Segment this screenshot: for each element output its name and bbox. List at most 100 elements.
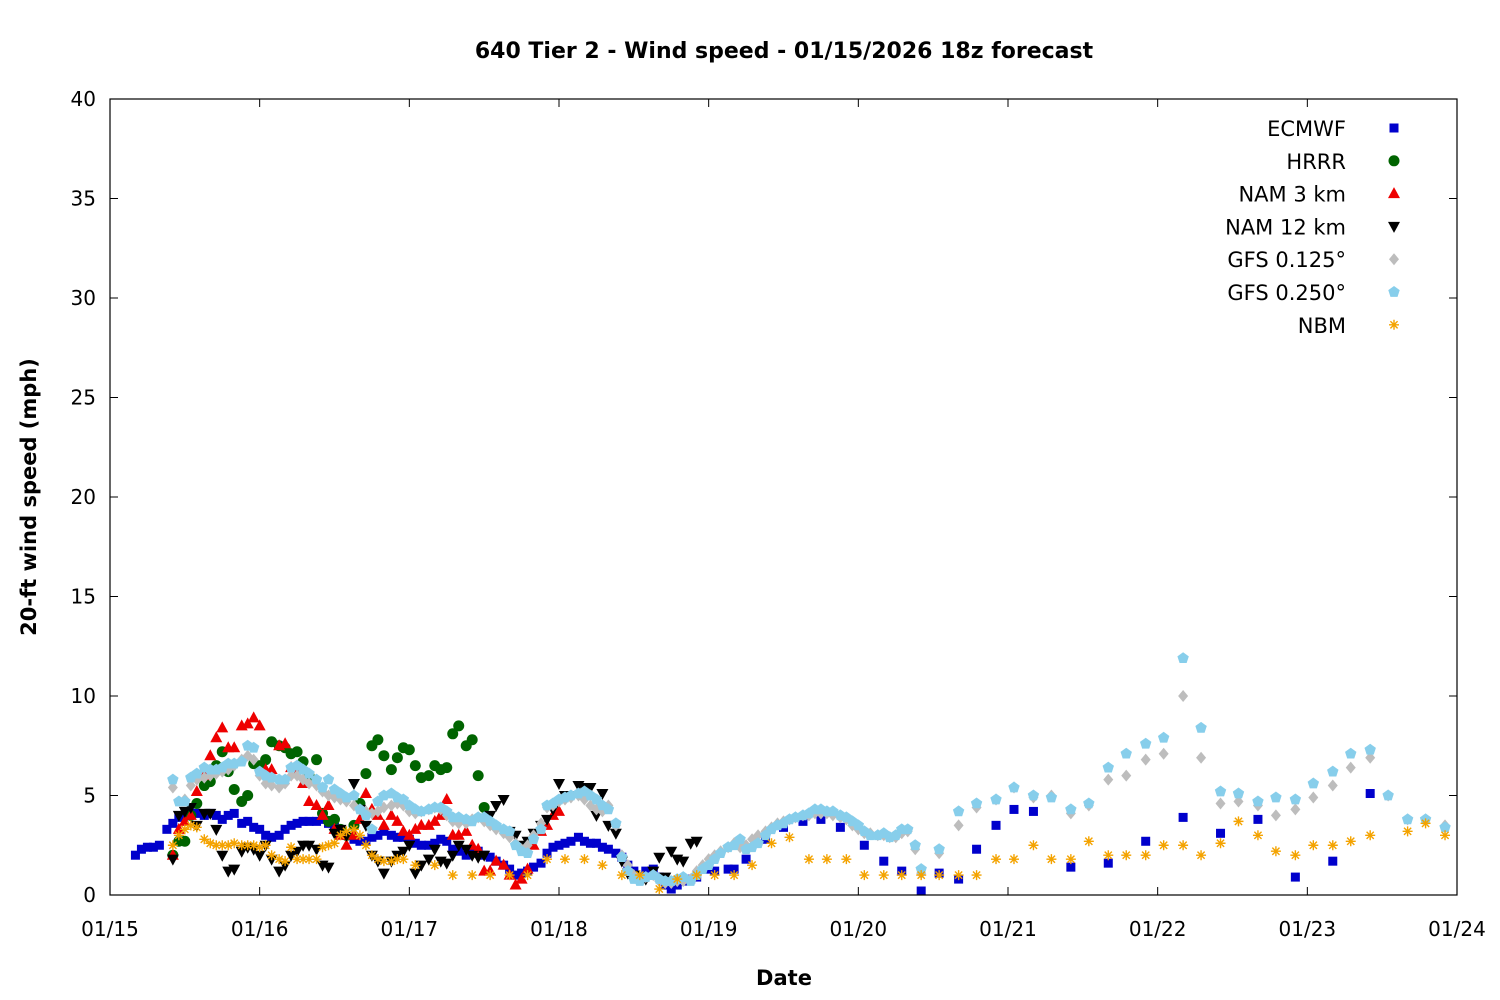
- y-tick-label: 35: [71, 187, 96, 211]
- point-gfs-0-250: [1177, 652, 1189, 664]
- point-nam-12-km: [253, 850, 266, 862]
- point-gfs-0-250: [527, 833, 540, 845]
- point-ecmwf: [217, 814, 227, 824]
- point-nam-12-km: [210, 824, 223, 836]
- point-nam-3-km: [265, 763, 278, 775]
- point-ecmwf: [879, 856, 889, 866]
- point-nam-12-km: [690, 836, 703, 848]
- x-tick-label: 01/21: [979, 917, 1037, 941]
- point-ecmwf: [168, 818, 178, 828]
- point-gfs-0-250: [322, 773, 335, 785]
- point-nbm: [1103, 850, 1114, 861]
- point-nbm: [1270, 846, 1281, 857]
- point-nam-12-km: [172, 810, 185, 822]
- legend-marker-nam-12-km: [1388, 221, 1400, 233]
- point-hrrr: [385, 764, 397, 776]
- point-nbm: [280, 856, 291, 867]
- point-nam-3-km: [409, 822, 422, 834]
- point-nam-12-km: [415, 860, 428, 872]
- point-nam-3-km: [310, 798, 323, 810]
- legend: ECMWF HRRR NAM 3 km NAM 12 km GFS 0.125° GFS …: [1225, 117, 1400, 338]
- point-gfs-0-125: [185, 779, 196, 792]
- point-nbm: [229, 838, 240, 849]
- point-nbm: [522, 870, 533, 881]
- point-gfs-0-125: [1365, 751, 1376, 764]
- point-nbm: [1046, 854, 1057, 865]
- point-hrrr: [472, 770, 484, 782]
- point-ecmwf: [529, 862, 539, 872]
- point-ecmwf: [298, 816, 308, 826]
- point-ecmwf: [611, 848, 621, 858]
- point-gfs-0-250: [909, 839, 921, 851]
- point-gfs-0-250: [1252, 795, 1264, 807]
- point-nam-3-km: [316, 808, 329, 820]
- point-nbm: [304, 854, 315, 865]
- point-gfs-0-250: [310, 773, 323, 785]
- point-nam-12-km: [377, 868, 390, 880]
- point-nbm: [360, 840, 371, 851]
- point-nbm: [410, 860, 421, 871]
- point-gfs-0-250: [1382, 789, 1394, 801]
- point-nam-12-km: [216, 850, 229, 862]
- point-ecmwf: [436, 834, 446, 844]
- point-gfs-0-250: [952, 805, 965, 817]
- point-nbm: [298, 854, 309, 865]
- point-gfs-0-250: [366, 823, 378, 835]
- point-ecmwf: [430, 838, 440, 848]
- point-nam-12-km: [422, 854, 435, 866]
- y-tick-label: 15: [71, 585, 96, 609]
- point-gfs-0-250: [933, 843, 945, 855]
- point-gfs-0-250: [714, 847, 727, 859]
- point-nam-12-km: [235, 846, 248, 858]
- point-nam-3-km: [340, 838, 353, 850]
- point-ecmwf: [859, 840, 869, 850]
- point-gfs-0-250: [348, 789, 360, 801]
- point-nbm: [1440, 830, 1451, 841]
- point-ecmwf: [1009, 804, 1019, 814]
- point-gfs-0-250: [503, 825, 516, 837]
- point-nbm: [916, 870, 927, 881]
- point-nam-12-km: [428, 844, 441, 856]
- point-hrrr: [423, 770, 435, 782]
- point-gfs-0-250: [1345, 747, 1357, 759]
- point-gfs-0-250: [279, 773, 291, 785]
- point-nbm: [317, 842, 328, 853]
- point-nbm: [971, 870, 982, 881]
- point-gfs-0-125: [1215, 797, 1226, 810]
- point-nbm: [691, 870, 702, 881]
- point-ecmwf: [1290, 872, 1300, 882]
- data-points: [130, 652, 1451, 896]
- point-ecmwf: [1103, 858, 1113, 868]
- x-tick-label: 01/24: [1428, 917, 1486, 941]
- x-tick-label: 01/20: [830, 917, 888, 941]
- y-tick-label: 25: [71, 386, 96, 410]
- point-gfs-0-125: [1327, 779, 1338, 792]
- point-nbm: [329, 838, 340, 849]
- legend-label-gfs-0-125: GFS 0.125°: [1227, 248, 1346, 272]
- point-hrrr: [360, 768, 372, 780]
- point-ecmwf: [591, 838, 601, 848]
- point-gfs-0-250: [1102, 761, 1114, 773]
- point-nbm: [654, 884, 665, 895]
- point-nam-12-km: [596, 789, 609, 801]
- point-nbm: [766, 838, 777, 849]
- point-ecmwf: [548, 842, 558, 852]
- point-ecmwf: [723, 864, 733, 874]
- y-tick-label: 30: [71, 286, 96, 310]
- point-nbm: [934, 870, 945, 881]
- point-nam-3-km: [303, 794, 316, 806]
- point-nbm: [991, 854, 1002, 865]
- point-ecmwf: [585, 838, 595, 848]
- point-nam-3-km: [428, 814, 441, 826]
- point-nbm: [335, 830, 346, 841]
- point-ecmwf: [1365, 789, 1375, 799]
- point-ecmwf: [1253, 814, 1263, 824]
- point-nam-12-km: [285, 850, 298, 862]
- point-gfs-0-250: [1214, 785, 1227, 797]
- point-gfs-0-250: [864, 829, 877, 841]
- point-nbm: [211, 840, 222, 851]
- point-nam-3-km: [184, 808, 197, 820]
- point-nbm: [167, 840, 178, 851]
- point-gfs-0-250: [616, 851, 628, 863]
